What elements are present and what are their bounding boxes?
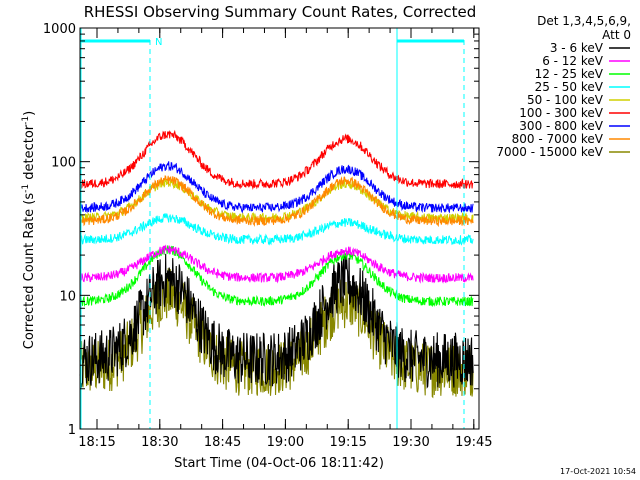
series-line-100-300-kev: [79, 129, 474, 191]
x-tick-label: 18:45: [204, 435, 241, 450]
x-axis-label: Start Time (04-Oct-06 18:11:42): [174, 456, 384, 471]
x-tick-label: 19:00: [267, 435, 304, 450]
legend-label: 7000 - 15000 keV: [496, 145, 603, 159]
legend-title-line2: Att 0: [602, 28, 631, 42]
x-tick-label: 18:15: [78, 435, 115, 450]
plot-frame: [79, 27, 480, 430]
series-line-300-800-kev: [79, 161, 474, 214]
legend-label: 800 - 7000 keV: [512, 132, 604, 146]
legend-title-line1: Det 1,3,4,5,6,9,: [537, 14, 631, 28]
legend-label: 50 - 100 keV: [527, 93, 604, 107]
legend-label: 3 - 6 keV: [550, 41, 604, 55]
series-line-3-6-kev: [79, 253, 474, 390]
x-tick-label: 19:45: [455, 435, 492, 450]
x-axis: 18:15 18:30 18:45 19:00 19:15 19:30 19:45: [78, 28, 493, 450]
x-tick-label: 19:30: [392, 435, 429, 450]
plot-area: [79, 129, 474, 399]
legend-label: 300 - 800 keV: [519, 119, 603, 133]
series-line-25-50-kev: [79, 213, 474, 246]
y-tick-label: 100: [51, 156, 76, 171]
legend-label: 12 - 25 keV: [535, 67, 604, 81]
y-tick-label: 1000: [43, 22, 76, 37]
x-tick-label: 19:15: [329, 435, 366, 450]
x-tick-label: 18:30: [141, 435, 178, 450]
y-axis-label-end: ): [22, 111, 37, 116]
y-axis-label-main: Corrected Count Rate (s: [22, 193, 37, 350]
y-axis-label-mid: detector: [22, 124, 37, 184]
footer-timestamp: 17-Oct-2021 10:54: [560, 467, 636, 476]
saa-label-n: N: [155, 37, 162, 48]
series-line-12-25-kev: [79, 245, 474, 308]
legend-label: 100 - 300 keV: [519, 106, 603, 120]
y-tick-label: 10: [59, 289, 76, 304]
saa-markers: N: [80, 28, 465, 429]
y-axis-label-sup1: -1: [21, 184, 31, 193]
legend-label: 6 - 12 keV: [542, 54, 604, 68]
y-axis-label-sup2: -1: [21, 116, 31, 125]
chart-title: RHESSI Observing Summary Count Rates, Co…: [84, 3, 477, 21]
y-tick-label: 1: [68, 423, 76, 438]
y-axis: 1 10 100 1000: [43, 22, 479, 438]
legend-label: 25 - 50 keV: [535, 80, 604, 94]
y-axis-label: Corrected Count Rate (s-1 detector-1): [21, 111, 37, 349]
series-line-800-7000-kev: [79, 175, 474, 228]
series-line-6-12-kev: [79, 244, 474, 284]
